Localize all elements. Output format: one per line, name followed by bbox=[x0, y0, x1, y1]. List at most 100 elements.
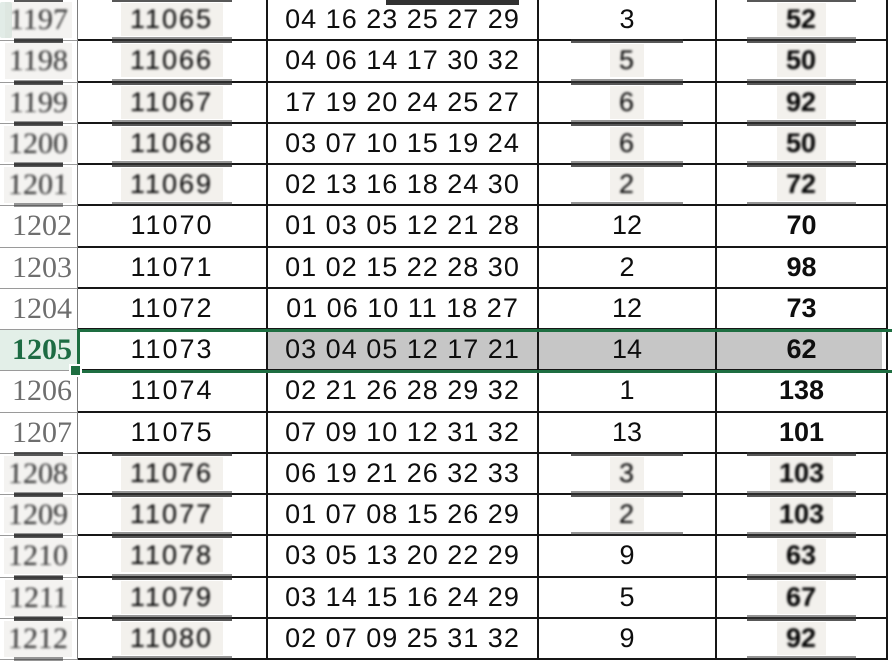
draw-id-label: 11069 bbox=[130, 169, 214, 200]
cell-draw-id[interactable]: 11072 bbox=[78, 288, 268, 330]
cell-count[interactable]: 3 bbox=[539, 451, 717, 496]
cell-draw-id[interactable]: 11066 bbox=[78, 39, 268, 83]
value-label: 103 bbox=[778, 499, 825, 530]
cell-numbers[interactable]: 02 21 26 28 29 32 bbox=[268, 371, 539, 413]
cell-value[interactable]: 50 bbox=[717, 121, 888, 166]
cell-numbers[interactable]: 17 19 20 24 25 27 bbox=[268, 82, 539, 124]
row-header[interactable]: 1199 bbox=[0, 80, 78, 126]
row-header[interactable]: 1212 bbox=[0, 616, 78, 661]
cell-draw-id[interactable]: 11070 bbox=[78, 206, 268, 248]
row-header[interactable]: 1201 bbox=[0, 162, 78, 208]
cell-draw-id[interactable]: 11075 bbox=[78, 412, 268, 454]
cell-value[interactable]: 103 bbox=[717, 451, 888, 496]
cell-value[interactable]: 67 bbox=[717, 575, 888, 620]
cell-value[interactable]: 103 bbox=[717, 492, 888, 537]
selection-border-bottom bbox=[77, 369, 892, 373]
cell-numbers[interactable]: 03 07 10 15 19 24 bbox=[268, 123, 539, 165]
row-header-label: 1208 bbox=[7, 456, 69, 490]
cell-value[interactable]: 101 bbox=[717, 412, 888, 454]
cell-numbers[interactable]: 03 14 15 16 24 29 bbox=[268, 577, 539, 619]
row-header-label: 1198 bbox=[8, 44, 69, 78]
glitch-artifact bbox=[386, 0, 519, 5]
cell-value[interactable]: 50 bbox=[717, 39, 888, 83]
row-header-selected[interactable]: 1205 bbox=[0, 330, 78, 372]
row-header[interactable]: 1211 bbox=[0, 575, 78, 621]
cell-count[interactable]: 9 bbox=[539, 536, 717, 578]
cell-draw-id[interactable]: 11078 bbox=[78, 534, 268, 578]
cell-numbers[interactable]: 01 06 10 11 18 27 bbox=[268, 288, 539, 330]
row-header-label: 1209 bbox=[7, 498, 69, 532]
row-header[interactable]: 1208 bbox=[0, 451, 78, 497]
cell-value[interactable]: 70 bbox=[717, 206, 888, 248]
cell-numbers[interactable]: 04 16 23 25 27 29 bbox=[268, 0, 539, 42]
count-label: 5 bbox=[619, 45, 635, 76]
glitch-artifact bbox=[0, 2, 12, 38]
cell-draw-id[interactable]: 11068 bbox=[78, 121, 268, 166]
cell-count[interactable]: 12 bbox=[539, 288, 717, 330]
row-header[interactable]: 1206 bbox=[0, 371, 78, 413]
row-header[interactable]: 1204 bbox=[0, 288, 78, 330]
value-label: 50 bbox=[786, 45, 817, 76]
cell-numbers[interactable]: 03 05 13 20 22 29 bbox=[268, 536, 539, 578]
row-header[interactable]: 1198 bbox=[0, 39, 78, 84]
cell-count[interactable]: 1 bbox=[539, 371, 717, 413]
cell-draw-id[interactable]: 11065 bbox=[78, 0, 268, 42]
fill-handle[interactable] bbox=[71, 366, 80, 375]
cell-numbers[interactable]: 06 19 21 26 32 33 bbox=[268, 453, 539, 495]
cell-count[interactable]: 5 bbox=[539, 577, 717, 619]
cell-draw-id[interactable]: 11067 bbox=[78, 80, 268, 125]
cell-value[interactable]: 73 bbox=[717, 288, 888, 330]
cell-draw-id[interactable]: 11071 bbox=[78, 247, 268, 289]
selection-border-top bbox=[77, 328, 892, 332]
row-header[interactable]: 1197 bbox=[0, 0, 78, 43]
cell-count[interactable]: 6 bbox=[539, 80, 717, 125]
cell-count[interactable]: 13 bbox=[539, 412, 717, 454]
cell-count[interactable]: 9 bbox=[539, 618, 717, 660]
cell-draw-id[interactable]: 11076 bbox=[78, 451, 268, 496]
row-header[interactable]: 1202 bbox=[0, 206, 78, 248]
cell-numbers[interactable]: 01 03 05 12 21 28 bbox=[268, 206, 539, 248]
cell-draw-id[interactable]: 11069 bbox=[78, 162, 268, 207]
cell-value[interactable]: 98 bbox=[717, 247, 888, 289]
cell-value[interactable]: 52 bbox=[717, 0, 888, 42]
cell-value[interactable]: 62 bbox=[717, 330, 888, 372]
row-header[interactable]: 1210 bbox=[0, 534, 78, 579]
cell-numbers[interactable]: 01 07 08 15 26 29 bbox=[268, 495, 539, 537]
draw-id-label: 11080 bbox=[130, 622, 214, 653]
cell-count[interactable]: 14 bbox=[539, 330, 717, 372]
cell-value[interactable]: 92 bbox=[717, 616, 888, 661]
row-header-label: 1200 bbox=[7, 126, 69, 160]
draw-id-label: 11067 bbox=[130, 86, 214, 117]
row-header[interactable]: 1200 bbox=[0, 121, 78, 167]
cell-value[interactable]: 63 bbox=[717, 534, 888, 578]
cell-numbers[interactable]: 01 02 15 22 28 30 bbox=[268, 247, 539, 289]
row-header-label: 1201 bbox=[7, 168, 69, 202]
row-header[interactable]: 1207 bbox=[0, 412, 78, 454]
cell-draw-id[interactable]: 11077 bbox=[78, 492, 268, 537]
cell-value[interactable]: 138 bbox=[717, 371, 888, 413]
cell-numbers[interactable]: 07 09 10 12 31 32 bbox=[268, 412, 539, 454]
draw-id-label: 11078 bbox=[130, 540, 214, 571]
draw-id-label: 11068 bbox=[130, 127, 214, 158]
cell-numbers[interactable]: 04 06 14 17 30 32 bbox=[268, 41, 539, 83]
cell-count[interactable]: 5 bbox=[539, 39, 717, 83]
cell-numbers[interactable]: 02 13 16 18 24 30 bbox=[268, 165, 539, 207]
cell-numbers[interactable]: 02 07 09 25 31 32 bbox=[268, 618, 539, 660]
cell-count[interactable]: 12 bbox=[539, 206, 717, 248]
cell-draw-id[interactable]: 11074 bbox=[78, 371, 268, 413]
active-cell[interactable]: 11073 bbox=[78, 330, 268, 372]
cell-count[interactable]: 2 bbox=[539, 492, 717, 537]
value-label: 63 bbox=[786, 540, 817, 571]
cell-count[interactable]: 3 bbox=[539, 0, 717, 42]
cell-value[interactable]: 72 bbox=[717, 162, 888, 207]
row-header[interactable]: 1203 bbox=[0, 247, 78, 289]
value-label: 72 bbox=[786, 169, 817, 200]
cell-count[interactable]: 2 bbox=[539, 247, 717, 289]
cell-numbers[interactable]: 03 04 05 12 17 21 bbox=[268, 330, 539, 372]
cell-draw-id[interactable]: 11079 bbox=[78, 575, 268, 620]
row-header[interactable]: 1209 bbox=[0, 492, 78, 538]
cell-count[interactable]: 2 bbox=[539, 162, 717, 207]
cell-draw-id[interactable]: 11080 bbox=[78, 616, 268, 661]
cell-count[interactable]: 6 bbox=[539, 121, 717, 166]
cell-value[interactable]: 92 bbox=[717, 80, 888, 125]
